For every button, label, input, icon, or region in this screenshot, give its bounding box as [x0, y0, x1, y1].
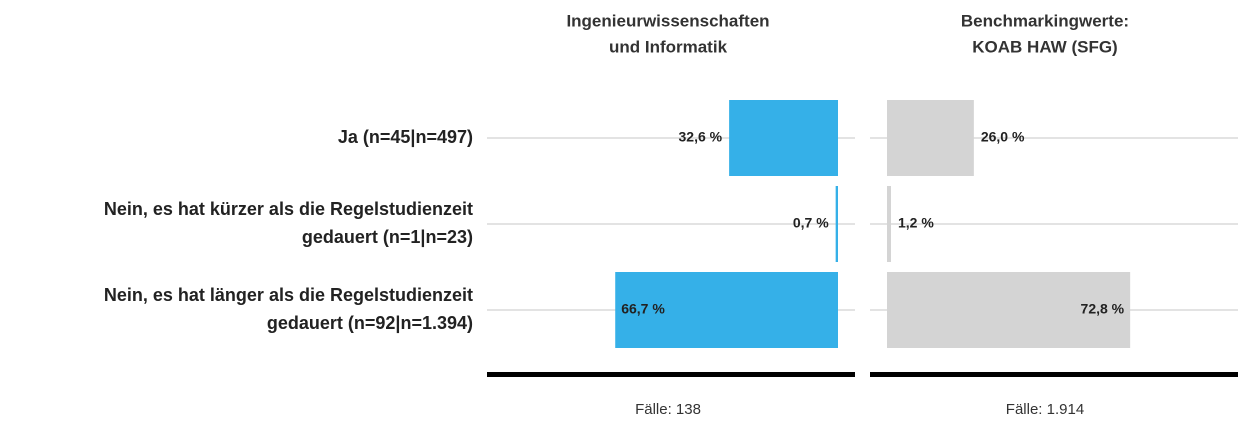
- bar: [887, 186, 892, 262]
- panel-footer: Fälle: 138: [635, 401, 701, 418]
- value-label: 72,8 %: [1081, 301, 1125, 317]
- panel-title: Ingenieurwissenschaften: [566, 11, 769, 30]
- panel-title: Benchmarkingwerte:: [961, 11, 1129, 30]
- value-label: 32,6 %: [679, 129, 723, 145]
- axis-bar: [487, 372, 855, 377]
- bar: [615, 272, 838, 348]
- category-label: Nein, es hat länger als die Regelstudien…: [104, 285, 473, 305]
- bar: [887, 272, 1131, 348]
- bar: [835, 186, 838, 262]
- value-label: 66,7 %: [621, 301, 665, 317]
- panel-title: und Informatik: [609, 37, 728, 56]
- bar: [887, 100, 974, 176]
- axis-bar: [870, 372, 1238, 377]
- value-label: 0,7 %: [793, 215, 829, 231]
- panel-footer: Fälle: 1.914: [1006, 401, 1084, 418]
- panel-title: KOAB HAW (SFG): [972, 37, 1117, 56]
- category-label: Nein, es hat kürzer als die Regelstudien…: [104, 199, 473, 219]
- value-label: 1,2 %: [898, 215, 934, 231]
- value-label: 26,0 %: [981, 129, 1025, 145]
- category-label: gedauert (n=1|n=23): [302, 227, 473, 247]
- bar: [729, 100, 838, 176]
- category-label: gedauert (n=92|n=1.394): [267, 313, 473, 333]
- category-label: Ja (n=45|n=497): [338, 127, 473, 147]
